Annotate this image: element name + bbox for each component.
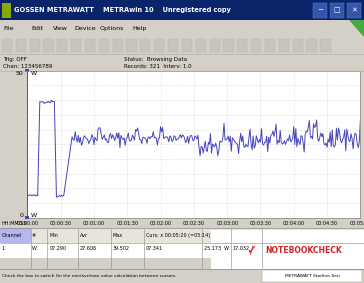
Bar: [25, 216, 29, 219]
Bar: [85, 39, 95, 52]
Text: Trig: OFF: Trig: OFF: [3, 57, 27, 62]
Text: 27.606: 27.606: [80, 246, 97, 251]
Text: 00:04:30: 00:04:30: [316, 220, 338, 226]
Text: Curs: x 00:05:20 (=05:14): Curs: x 00:05:20 (=05:14): [146, 233, 210, 238]
Text: HH:MM:SS: HH:MM:SS: [2, 220, 27, 226]
Text: 0: 0: [20, 213, 24, 218]
Text: Edit: Edit: [31, 26, 43, 31]
Text: 00:01:30: 00:01:30: [116, 220, 138, 226]
Bar: [29, 39, 40, 52]
Text: ✓: ✓: [246, 245, 256, 258]
Bar: [0, 228, 364, 243]
Text: 00:01:00: 00:01:00: [83, 220, 105, 226]
Bar: [262, 270, 362, 282]
Bar: [0, 37, 364, 54]
Text: 00:04:00: 00:04:00: [283, 220, 305, 226]
Bar: [293, 39, 303, 52]
Text: View: View: [53, 26, 68, 31]
Text: File: File: [4, 26, 14, 31]
Bar: [43, 39, 54, 52]
Text: 1: 1: [2, 246, 5, 251]
Text: Min: Min: [49, 233, 58, 238]
Bar: [196, 39, 206, 52]
Bar: [0, 20, 364, 37]
Bar: [126, 39, 136, 52]
Text: ─: ─: [318, 7, 322, 13]
Bar: [306, 39, 317, 52]
Text: 00:02:00: 00:02:00: [150, 220, 171, 226]
Bar: [99, 39, 109, 52]
Text: ✕: ✕: [351, 7, 357, 13]
Text: GOSSEN METRAWATT    METRAwin 10    Unregistered copy: GOSSEN METRAWATT METRAwin 10 Unregistere…: [14, 7, 231, 13]
Bar: [279, 39, 289, 52]
Text: Device: Device: [75, 26, 96, 31]
Bar: [0, 243, 364, 258]
Bar: [0, 269, 364, 283]
Bar: [0, 0, 364, 20]
Polygon shape: [349, 20, 364, 37]
Text: 00:00:30: 00:00:30: [50, 220, 72, 226]
Bar: [265, 39, 275, 52]
Bar: [320, 39, 331, 52]
Text: 00:03:30: 00:03:30: [249, 220, 272, 226]
Bar: [71, 39, 81, 52]
Bar: [25, 69, 29, 72]
Bar: [251, 39, 261, 52]
Text: 00:03:00: 00:03:00: [216, 220, 238, 226]
Bar: [330, 3, 344, 18]
Text: Avr: Avr: [80, 233, 88, 238]
Text: 25.173  W: 25.173 W: [204, 246, 229, 251]
Text: Records: 321  Interv: 1.0: Records: 321 Interv: 1.0: [124, 64, 191, 69]
Text: 50: 50: [16, 71, 24, 76]
Text: Check the box to switch On the min/avr/max value calculation between cursors: Check the box to switch On the min/avr/m…: [2, 274, 175, 278]
Text: W: W: [31, 71, 37, 76]
Bar: [2, 39, 12, 52]
Text: 00:00:00: 00:00:00: [16, 220, 38, 226]
Text: Chan: 123456789: Chan: 123456789: [3, 64, 52, 69]
Text: Options: Options: [100, 26, 124, 31]
Text: 17.032: 17.032: [233, 246, 250, 251]
Text: /: /: [250, 246, 253, 256]
Text: Max: Max: [113, 233, 123, 238]
Text: Channel: Channel: [2, 233, 22, 238]
Bar: [0, 54, 364, 71]
Bar: [182, 39, 192, 52]
Text: NOTEBOOKCHECK: NOTEBOOKCHECK: [266, 246, 342, 256]
Text: □: □: [334, 7, 340, 13]
Bar: [140, 39, 150, 52]
Bar: [347, 3, 361, 18]
Bar: [223, 39, 234, 52]
Text: METRAWATT Starline-Seri: METRAWATT Starline-Seri: [285, 274, 340, 278]
Text: 00:02:30: 00:02:30: [183, 220, 205, 226]
Text: 07.341: 07.341: [146, 246, 163, 251]
Bar: [211, 230, 364, 269]
Bar: [2, 3, 11, 18]
Bar: [237, 39, 248, 52]
Bar: [313, 3, 327, 18]
Text: 07.290: 07.290: [49, 246, 66, 251]
Bar: [168, 39, 178, 52]
Text: 39.502: 39.502: [113, 246, 130, 251]
Bar: [0, 228, 31, 243]
Text: 00:05:00: 00:05:00: [349, 220, 364, 226]
Text: #: #: [32, 233, 36, 238]
Bar: [16, 39, 26, 52]
Bar: [112, 39, 123, 52]
Bar: [57, 39, 67, 52]
Text: W: W: [31, 213, 37, 218]
Bar: [154, 39, 164, 52]
Text: Status:  Browsing Data: Status: Browsing Data: [124, 57, 187, 62]
Text: W: W: [32, 246, 37, 251]
Bar: [210, 39, 220, 52]
Text: Help: Help: [133, 26, 147, 31]
